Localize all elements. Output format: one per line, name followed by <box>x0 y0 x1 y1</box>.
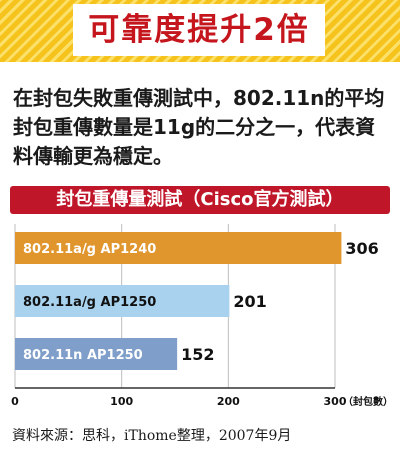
banner-box <box>73 4 325 56</box>
x-tick-label: 300 <box>324 395 347 408</box>
bar <box>15 232 342 264</box>
source-note: 資料來源：思科，iThome整理，2007年9月 <box>12 428 292 444</box>
chart-header <box>10 186 390 214</box>
bar <box>15 338 178 370</box>
bar <box>15 285 230 317</box>
x-axis-unit-label: （封包數） <box>343 395 393 408</box>
x-tick-label: 0 <box>11 395 19 408</box>
bar-value-label: 201 <box>233 292 266 311</box>
intro-paragraph: 在封包失敗重傳測試中，802.11n的平均封包重傳數量是11g的二分之一，代表資… <box>13 86 385 168</box>
bar-value-label: 152 <box>181 345 214 364</box>
x-tick-label: 200 <box>217 395 240 408</box>
bar-value-label: 306 <box>345 239 378 258</box>
chart-title: 封包重傳量測試（Cisco官方測試） <box>56 189 344 210</box>
bar-category-label: 802.11a/g AP1240 <box>23 242 156 257</box>
bar-category-label: 802.11a/g AP1250 <box>23 295 156 310</box>
x-tick-label: 100 <box>110 395 133 408</box>
bar-category-label: 802.11n AP1250 <box>23 348 143 363</box>
bar-chart: 802.11a/g AP1240 306 802.11a/g AP1250 201 80… <box>11 224 393 408</box>
banner-title: 可靠度提升2倍 <box>88 12 310 48</box>
